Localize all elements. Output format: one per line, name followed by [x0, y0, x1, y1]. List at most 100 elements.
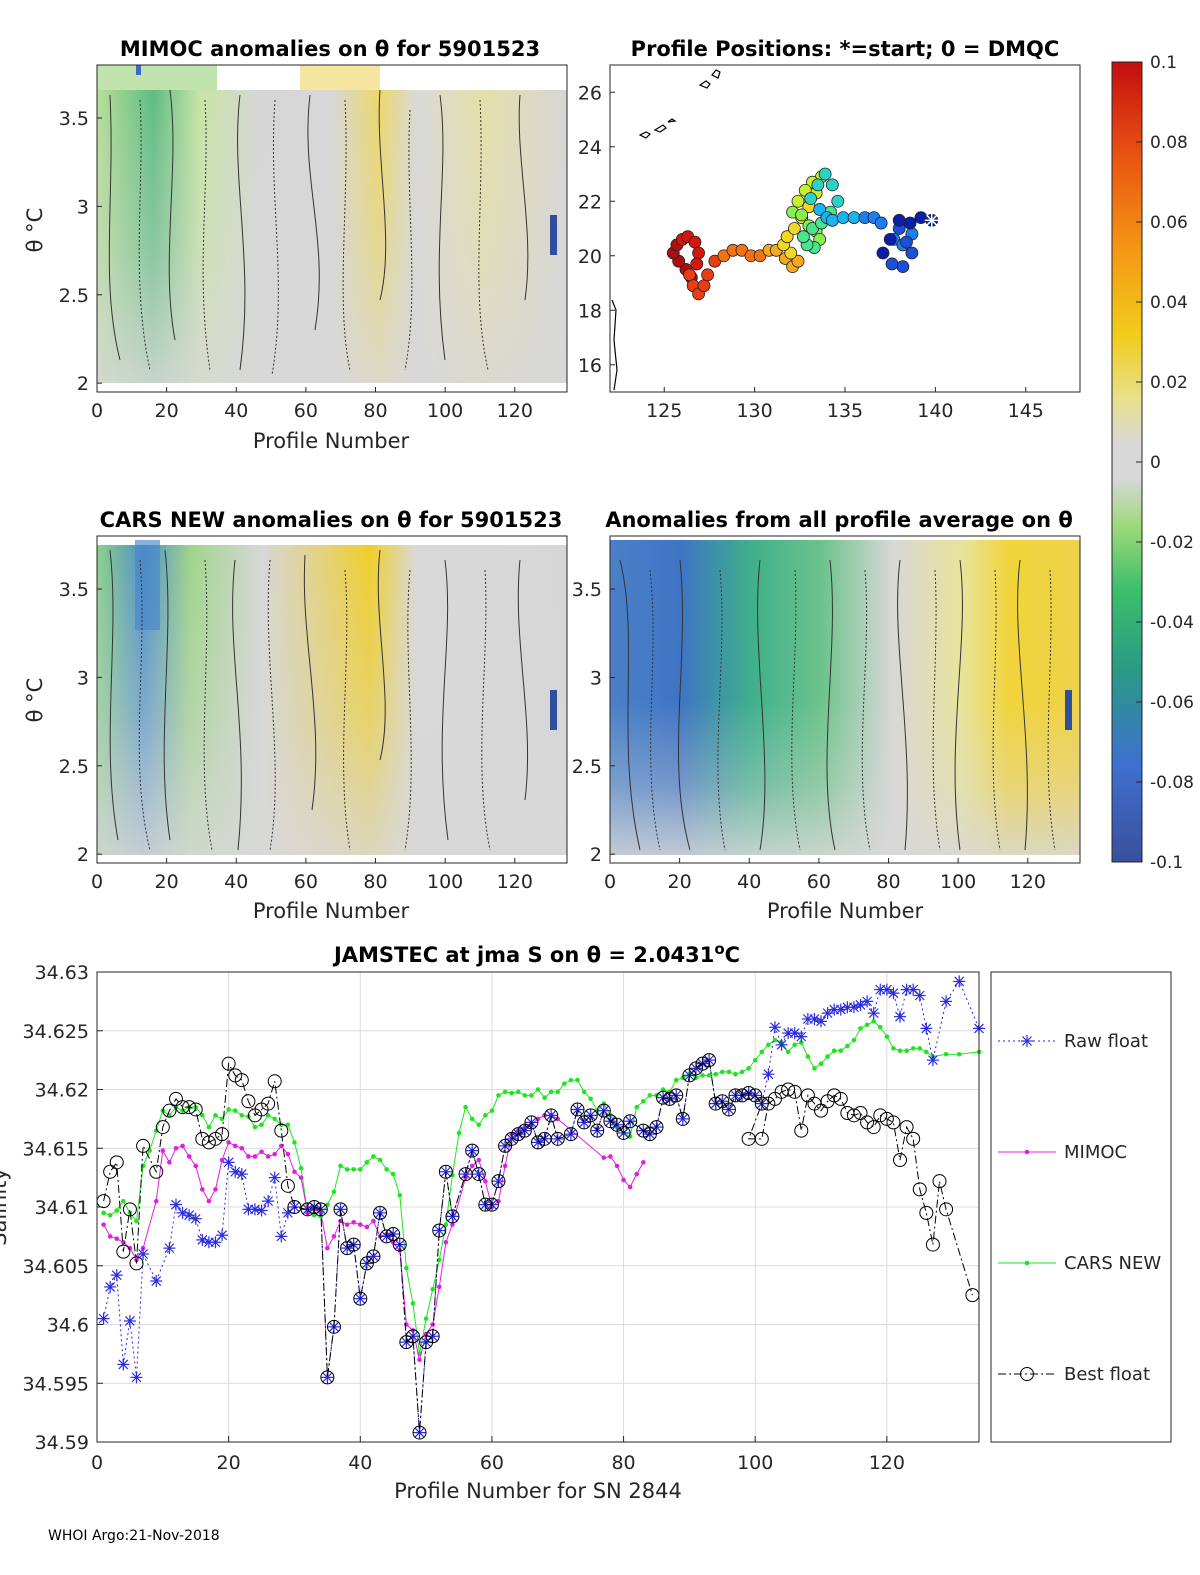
point-best-float — [550, 1131, 565, 1146]
point-best-float — [313, 1202, 328, 1217]
point-best-float — [274, 1123, 289, 1138]
point-mimoc — [200, 1187, 205, 1192]
point-raw-float — [920, 1022, 933, 1035]
avg-y-ticks: 2 2.5 3 3.5 — [572, 579, 615, 866]
point-best-float — [669, 1088, 684, 1103]
track-point — [896, 260, 910, 274]
point-cars-new — [673, 1077, 679, 1083]
salinity-y-tick-label: 34.615 — [23, 1138, 89, 1160]
point-cars-new — [759, 1049, 765, 1055]
point-cars-new — [285, 1122, 291, 1128]
point-best-float — [379, 1229, 394, 1244]
point-cars-new — [562, 1081, 567, 1086]
point-cars-new — [430, 1286, 435, 1292]
track-point — [795, 208, 809, 222]
cars-x-tick-label: 40 — [224, 871, 248, 893]
legend-label-mimoc: MIMOC — [1064, 1142, 1127, 1163]
point-cars-new — [864, 1022, 870, 1028]
point-cars-new — [897, 1048, 903, 1054]
point-cars-new — [232, 1108, 238, 1113]
point-cars-new — [456, 1130, 462, 1136]
point-best-float — [511, 1127, 526, 1142]
point-raw-float — [459, 1168, 472, 1181]
point-raw-float — [571, 1103, 584, 1116]
avg-y-tick-label: 3 — [590, 667, 602, 689]
point-mimoc — [614, 1163, 620, 1169]
point-cars-new — [496, 1093, 501, 1098]
point-cars-new — [831, 1048, 837, 1054]
point-best-float — [866, 1120, 881, 1135]
point-cars-new — [785, 1049, 791, 1055]
point-mimoc — [338, 1218, 343, 1224]
point-mimoc — [285, 1151, 291, 1157]
point-raw-float — [235, 1168, 248, 1181]
point-cars-new — [259, 1122, 264, 1128]
point-raw-float — [255, 1204, 268, 1217]
series-cars-new — [101, 1019, 982, 1357]
point-cars-new — [384, 1167, 389, 1172]
mimoc-y-ticks: 2 2.5 3 3.5 — [59, 108, 102, 395]
point-mimoc — [193, 1163, 199, 1169]
point-mimoc — [627, 1184, 633, 1190]
point-mimoc — [621, 1177, 626, 1183]
point-mimoc — [417, 1357, 422, 1363]
point-cars-new — [351, 1167, 357, 1172]
point-cars-new — [746, 1066, 751, 1071]
avg-x-tick-label: 80 — [876, 871, 900, 893]
mimoc-axes-frame — [96, 64, 568, 393]
point-best-float — [741, 1086, 756, 1101]
point-best-float — [695, 1056, 710, 1071]
positions-x-tick-label: 125 — [646, 400, 682, 422]
point-best-float — [623, 1114, 638, 1129]
legend-label-raw-float: Raw float — [1064, 1031, 1148, 1052]
point-raw-float — [821, 1007, 834, 1020]
point-best-float — [478, 1197, 493, 1212]
colorbar-gradient — [1111, 61, 1143, 863]
point-mimoc — [601, 1155, 607, 1160]
cars-x-tick-label: 60 — [294, 871, 318, 893]
point-cars-new — [509, 1090, 514, 1096]
point-mimoc — [206, 1198, 212, 1204]
point-cars-new — [568, 1077, 574, 1083]
point-mimoc — [180, 1143, 185, 1149]
mimoc-y-label: θ °C — [23, 208, 47, 253]
point-cars-new — [529, 1093, 534, 1098]
point-raw-float — [262, 1195, 275, 1208]
point-cars-new — [812, 1066, 817, 1071]
point-raw-float — [913, 989, 926, 1002]
mimoc-y-tick-label: 3 — [77, 196, 89, 218]
point-cars-new — [719, 1069, 725, 1075]
mimoc-x-tick-label: 40 — [224, 400, 248, 422]
point-cars-new — [213, 1113, 218, 1118]
point-mimoc — [430, 1322, 435, 1327]
point-best-float — [320, 1370, 335, 1385]
salinity-x-ticks: 0 20 40 60 80 100 120 — [91, 1436, 905, 1474]
point-best-float — [912, 1182, 927, 1197]
track-point — [903, 216, 917, 230]
point-raw-float — [367, 1250, 380, 1263]
point-raw-float — [861, 995, 874, 1008]
point-mimoc — [364, 1224, 370, 1230]
positions-y-tick-label: 18 — [578, 300, 602, 322]
mimoc-x-tick-label: 20 — [155, 400, 179, 422]
point-best-float — [353, 1291, 368, 1306]
salinity-x-label: Profile Number for SN 2844 — [394, 1479, 682, 1503]
avg-y-tick-label: 2 — [590, 844, 602, 866]
point-mimoc — [213, 1187, 218, 1192]
mimoc-x-tick-label: 80 — [363, 400, 387, 422]
avg-x-tick-label: 60 — [807, 871, 831, 893]
legend-label-best-float: Best float — [1064, 1364, 1150, 1385]
point-raw-float — [492, 1175, 505, 1188]
track-point — [825, 213, 839, 227]
cars-x-tick-label: 100 — [427, 871, 463, 893]
positions-y-tick-label: 22 — [578, 191, 602, 213]
point-mimoc — [239, 1145, 245, 1151]
point-best-float — [570, 1102, 585, 1117]
point-best-float — [675, 1111, 690, 1126]
salinity-x-tick-label: 120 — [869, 1452, 905, 1474]
mimoc-x-tick-label: 100 — [427, 400, 463, 422]
positions-panel: Profile Positions: *=start; 0 = DMQC 125… — [578, 37, 1081, 422]
track-point — [876, 246, 890, 260]
point-cars-new — [371, 1154, 376, 1159]
salinity-y-tick-label: 34.605 — [23, 1256, 89, 1278]
